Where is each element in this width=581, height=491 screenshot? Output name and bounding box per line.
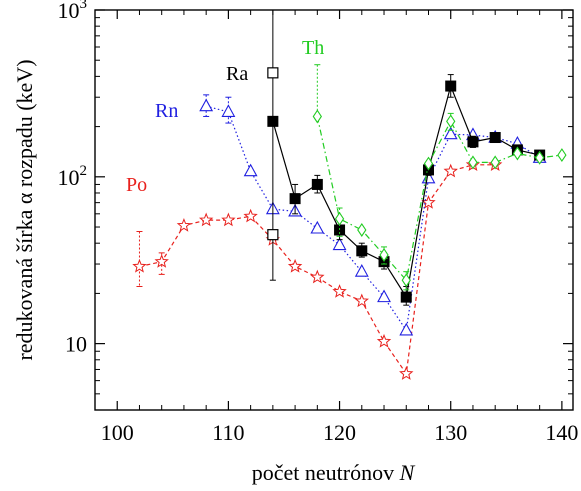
data-point-diamond bbox=[557, 148, 567, 163]
series-line bbox=[206, 105, 541, 333]
data-point-star bbox=[376, 333, 392, 348]
data-point-diamond bbox=[357, 222, 367, 237]
data-point-open-square bbox=[267, 67, 279, 79]
data-point-triangle bbox=[354, 264, 369, 277]
y-tick-label-exponent: 2 bbox=[80, 163, 88, 179]
data-point-triangle bbox=[399, 322, 414, 336]
series-line bbox=[139, 164, 496, 376]
x-tick-label: 130 bbox=[434, 420, 467, 445]
series-name-po: Po bbox=[126, 174, 147, 196]
data-point-star bbox=[421, 195, 436, 209]
x-tick-label: 100 bbox=[101, 420, 134, 445]
series-name-ra: Ra bbox=[226, 63, 248, 85]
data-point-triangle bbox=[332, 237, 347, 251]
y-tick-label: 10 bbox=[65, 332, 87, 357]
data-point-star bbox=[154, 254, 169, 268]
data-point-star bbox=[310, 269, 325, 284]
series-layer bbox=[132, 9, 567, 380]
data-point-square bbox=[311, 178, 323, 190]
data-point-triangle bbox=[377, 289, 391, 303]
data-point-diamond bbox=[423, 156, 434, 171]
y-tick-label-base: 10 bbox=[58, 0, 80, 23]
series-name-rn: Rn bbox=[155, 100, 178, 122]
x-axis-title: počet neutrónov N bbox=[252, 460, 416, 485]
data-point-diamond bbox=[312, 109, 322, 124]
data-point-square bbox=[356, 245, 368, 257]
y-tick-label: 102 bbox=[58, 163, 88, 190]
y-tick-label: 103 bbox=[58, 0, 88, 23]
data-point-square bbox=[467, 136, 479, 148]
data-point-diamond bbox=[468, 155, 478, 170]
data-point-square bbox=[489, 132, 501, 144]
data-point-star bbox=[243, 208, 258, 223]
data-point-star bbox=[176, 218, 192, 232]
data-point-diamond bbox=[334, 211, 345, 226]
x-axis-title-text: počet neutrónov bbox=[252, 460, 400, 485]
data-point-star bbox=[221, 212, 236, 227]
data-point-diamond bbox=[512, 146, 523, 161]
data-point-triangle bbox=[221, 104, 236, 117]
data-point-open-square bbox=[267, 229, 279, 241]
data-point-triangle bbox=[443, 126, 458, 140]
data-point-star bbox=[399, 366, 414, 380]
data-point-square bbox=[267, 115, 279, 127]
x-tick-label: 120 bbox=[323, 420, 356, 445]
x-tick-label: 140 bbox=[545, 420, 578, 445]
y-tick-label-base: 10 bbox=[58, 165, 80, 190]
data-point-diamond bbox=[534, 150, 545, 165]
x-axis-title-variable: N bbox=[399, 460, 416, 485]
series-line bbox=[272, 84, 540, 299]
data-point-triangle bbox=[243, 163, 258, 177]
data-point-star bbox=[332, 284, 347, 298]
data-point-diamond bbox=[401, 273, 411, 288]
data-point-star bbox=[198, 212, 214, 227]
data-point-square bbox=[289, 193, 301, 205]
y-axis-title: redukovaná šírka α rozpadu (keV) bbox=[12, 59, 37, 360]
data-point-triangle bbox=[310, 220, 325, 234]
series-line bbox=[316, 116, 562, 282]
data-point-star bbox=[443, 163, 458, 178]
data-point-square bbox=[445, 80, 457, 92]
data-point-diamond bbox=[490, 155, 500, 170]
x-tick-label: 110 bbox=[212, 420, 244, 445]
series-name-th: Th bbox=[302, 37, 324, 59]
data-point-star bbox=[287, 258, 303, 273]
y-tick-label-base: 10 bbox=[65, 332, 87, 357]
series-th bbox=[312, 64, 567, 291]
data-point-square bbox=[400, 291, 412, 303]
data-point-diamond bbox=[446, 114, 456, 129]
data-point-triangle bbox=[199, 98, 214, 112]
data-point-diamond bbox=[379, 247, 389, 262]
y-tick-label-exponent: 3 bbox=[80, 0, 88, 12]
data-point-star bbox=[132, 258, 147, 273]
data-point-star bbox=[354, 293, 369, 308]
plot-frame bbox=[94, 9, 574, 411]
